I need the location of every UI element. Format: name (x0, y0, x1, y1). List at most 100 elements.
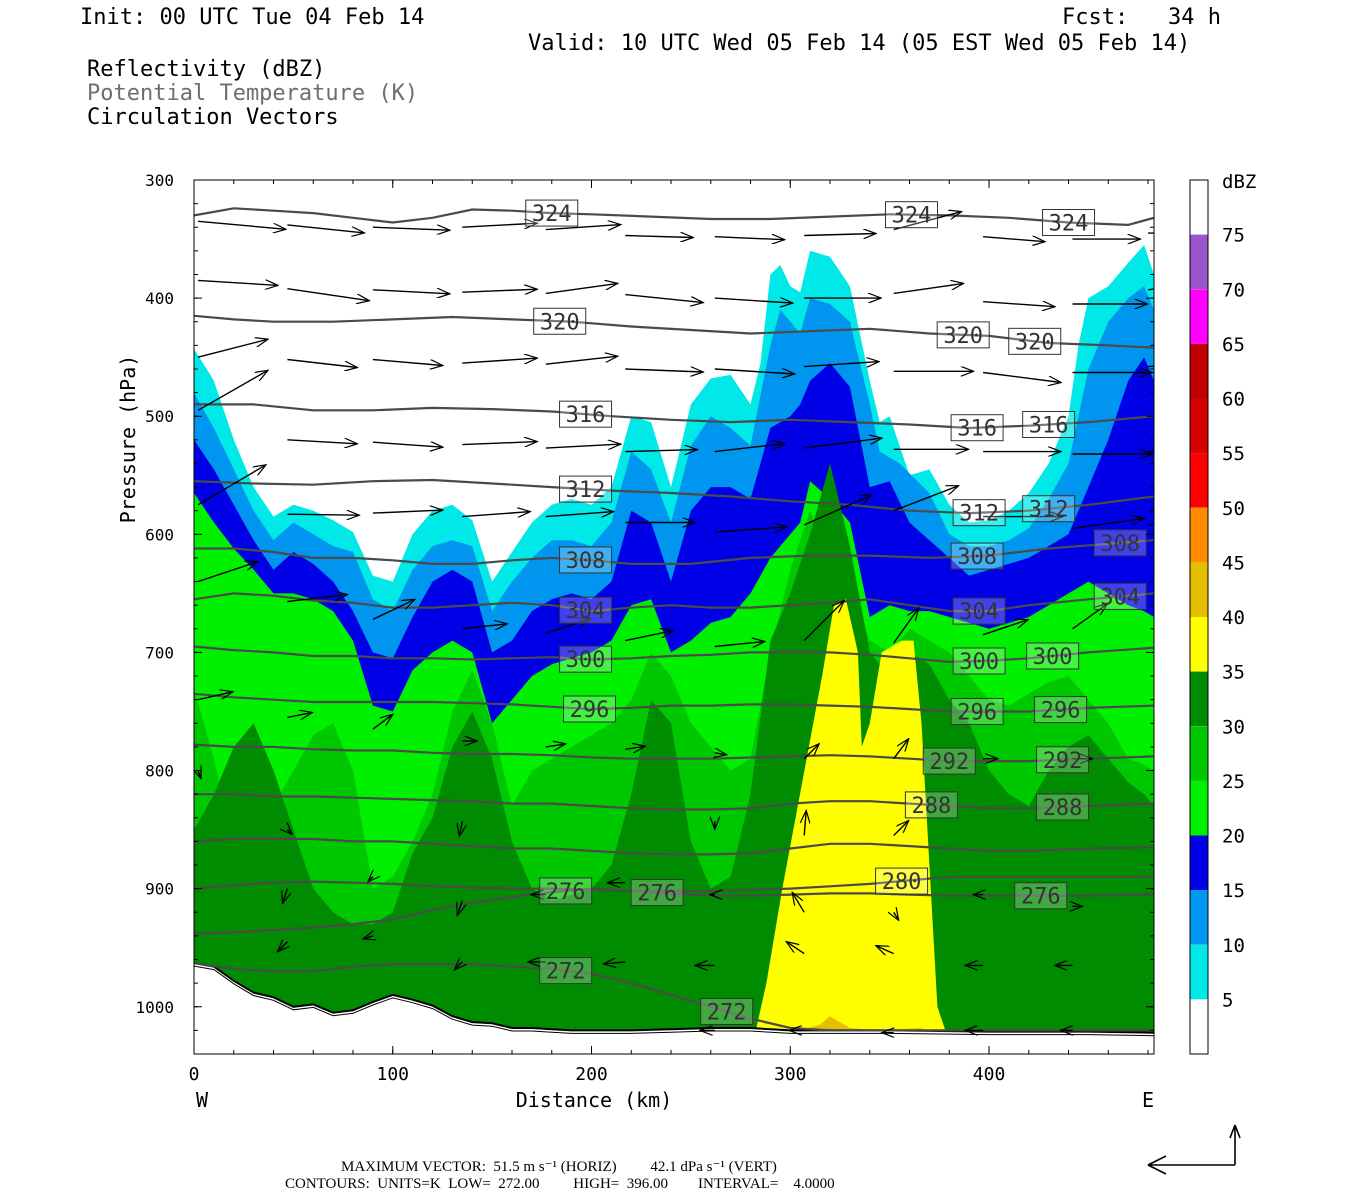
circulation-vector (625, 746, 645, 749)
contour-label-text: 276 (546, 880, 586, 905)
circulation-vector (545, 512, 614, 517)
forecast-hour: Fcst: 34 h (1062, 5, 1221, 30)
contour-label-box (700, 997, 754, 1025)
theta-276-label: 276 (1014, 882, 1068, 910)
circulation-vector (804, 438, 882, 449)
colorbar-swatch (1190, 944, 1208, 1000)
theta-308-label: 308 (950, 542, 1004, 570)
theta-296-label: 296 (1034, 696, 1088, 724)
contour-label-box (1042, 209, 1096, 237)
contour-label-text: 308 (1100, 532, 1140, 557)
contour-label-text: 272 (707, 1000, 747, 1025)
circulation-vector (198, 771, 201, 779)
y-tick-label: 500 (145, 407, 174, 426)
colorbar-tick-label: 5 (1222, 989, 1233, 1011)
theta-288-contour (194, 793, 1154, 811)
colorbar-swatch (1190, 780, 1208, 836)
circulation-vector (786, 942, 805, 955)
circulation-vector (603, 962, 626, 964)
circulation-vector (462, 289, 537, 292)
colorbar-tick-label: 50 (1222, 498, 1245, 520)
init-time: Init: 00 UTC Tue 04 Feb 14 (80, 5, 425, 30)
plot-frame (193, 179, 1155, 1055)
circulation-vector (197, 562, 258, 583)
circulation-vector (372, 510, 443, 513)
theta-320-label: 320 (936, 321, 990, 349)
circulation-vector (462, 358, 537, 363)
colorbar-swatch (1190, 999, 1208, 1054)
circulation-vector (372, 442, 443, 447)
contour-label-text: 304 (1100, 585, 1140, 610)
circulation-vector (197, 370, 268, 411)
contour-label-text: 324 (532, 202, 572, 227)
theta-324-label: 324 (1042, 209, 1096, 237)
circulation-vector (287, 288, 369, 301)
colorbar-tick-label: 35 (1222, 662, 1245, 684)
contour-label-text: 308 (566, 549, 606, 574)
contour-label-text: 292 (1043, 749, 1083, 774)
x-tick-label: 400 (973, 1064, 1006, 1085)
circulation-vector (894, 912, 899, 920)
contour-label-box (1036, 746, 1090, 774)
contour-label-box (559, 645, 613, 673)
circulation-vector (287, 514, 359, 515)
circulation-vector (625, 631, 673, 642)
theta-contour-labels: 324 324 324 320 320 320 316 316 316 312 312 312 308 3… (525, 199, 1147, 1025)
circulation-vector (625, 293, 703, 303)
circulation-vector (197, 465, 266, 506)
contour-label-text: 276 (637, 882, 677, 907)
circulation-vector (459, 821, 462, 836)
circulation-vector (1072, 604, 1108, 630)
field-label-reflectivity: Reflectivity (dBZ) (87, 57, 326, 82)
theta-300-label: 300 (952, 647, 1006, 675)
contour-label-box (539, 957, 593, 985)
colorbar-swatch (1190, 671, 1208, 727)
circulation-vectors (197, 212, 1154, 1033)
theta-304-label: 304 (559, 596, 613, 624)
colorbar-tick-label: 65 (1222, 334, 1245, 356)
colorbar-tick-label: 10 (1222, 935, 1245, 957)
theta-324-contour (194, 207, 1154, 227)
colorbar-swatch (1190, 180, 1208, 235)
colorbar-tick-label: 45 (1222, 552, 1245, 574)
colorbar-tick-label: 15 (1222, 880, 1245, 902)
theta-316-label: 316 (1022, 410, 1076, 438)
contour-label-box (559, 400, 613, 428)
circulation-vector (197, 220, 286, 229)
circulation-vector (982, 620, 1028, 636)
theta-312-contour (194, 478, 1154, 515)
max-vector-note: MAXIMUM VECTOR: 51.5 m s⁻¹ (HORIZ) 42.1 … (341, 1159, 777, 1175)
circulation-vector (368, 877, 373, 882)
contour-label-text: 300 (1033, 645, 1073, 670)
contour-label-text: 316 (1029, 413, 1069, 438)
theta-292-label: 292 (1036, 746, 1090, 774)
terrain-line-lower (194, 965, 1154, 1037)
circulation-vector (363, 936, 373, 939)
circulation-vector (715, 753, 727, 755)
x-tick-label: 0 (189, 1064, 200, 1085)
circulation-vector (287, 595, 347, 603)
colorbar-swatch (1190, 835, 1208, 891)
circulation-vector (983, 302, 1055, 307)
colorbar-tick-label: 70 (1222, 279, 1245, 301)
contour-label-box (1014, 882, 1068, 910)
circulation-vector (372, 714, 393, 730)
theta-292-label: 292 (922, 747, 976, 775)
reference-vector-key (1147, 1124, 1241, 1175)
contour-label-box (950, 542, 1004, 570)
contour-label-text: 324 (892, 204, 932, 229)
circulation-vector (803, 495, 872, 526)
circulation-vector (287, 440, 357, 444)
circulation-vector (372, 358, 443, 366)
circulation-vector (545, 619, 591, 635)
circulation-vector (625, 450, 697, 452)
circulation-vector (893, 821, 909, 836)
contour-label-text: 312 (959, 502, 999, 527)
reflectivity-35dbz-area (194, 599, 1154, 1054)
theta-280-contour (194, 875, 1154, 893)
circulation-vector (462, 624, 507, 629)
circulation-vector (372, 599, 415, 621)
circulation-vector (876, 946, 894, 954)
theta-320-contour (194, 314, 1154, 349)
